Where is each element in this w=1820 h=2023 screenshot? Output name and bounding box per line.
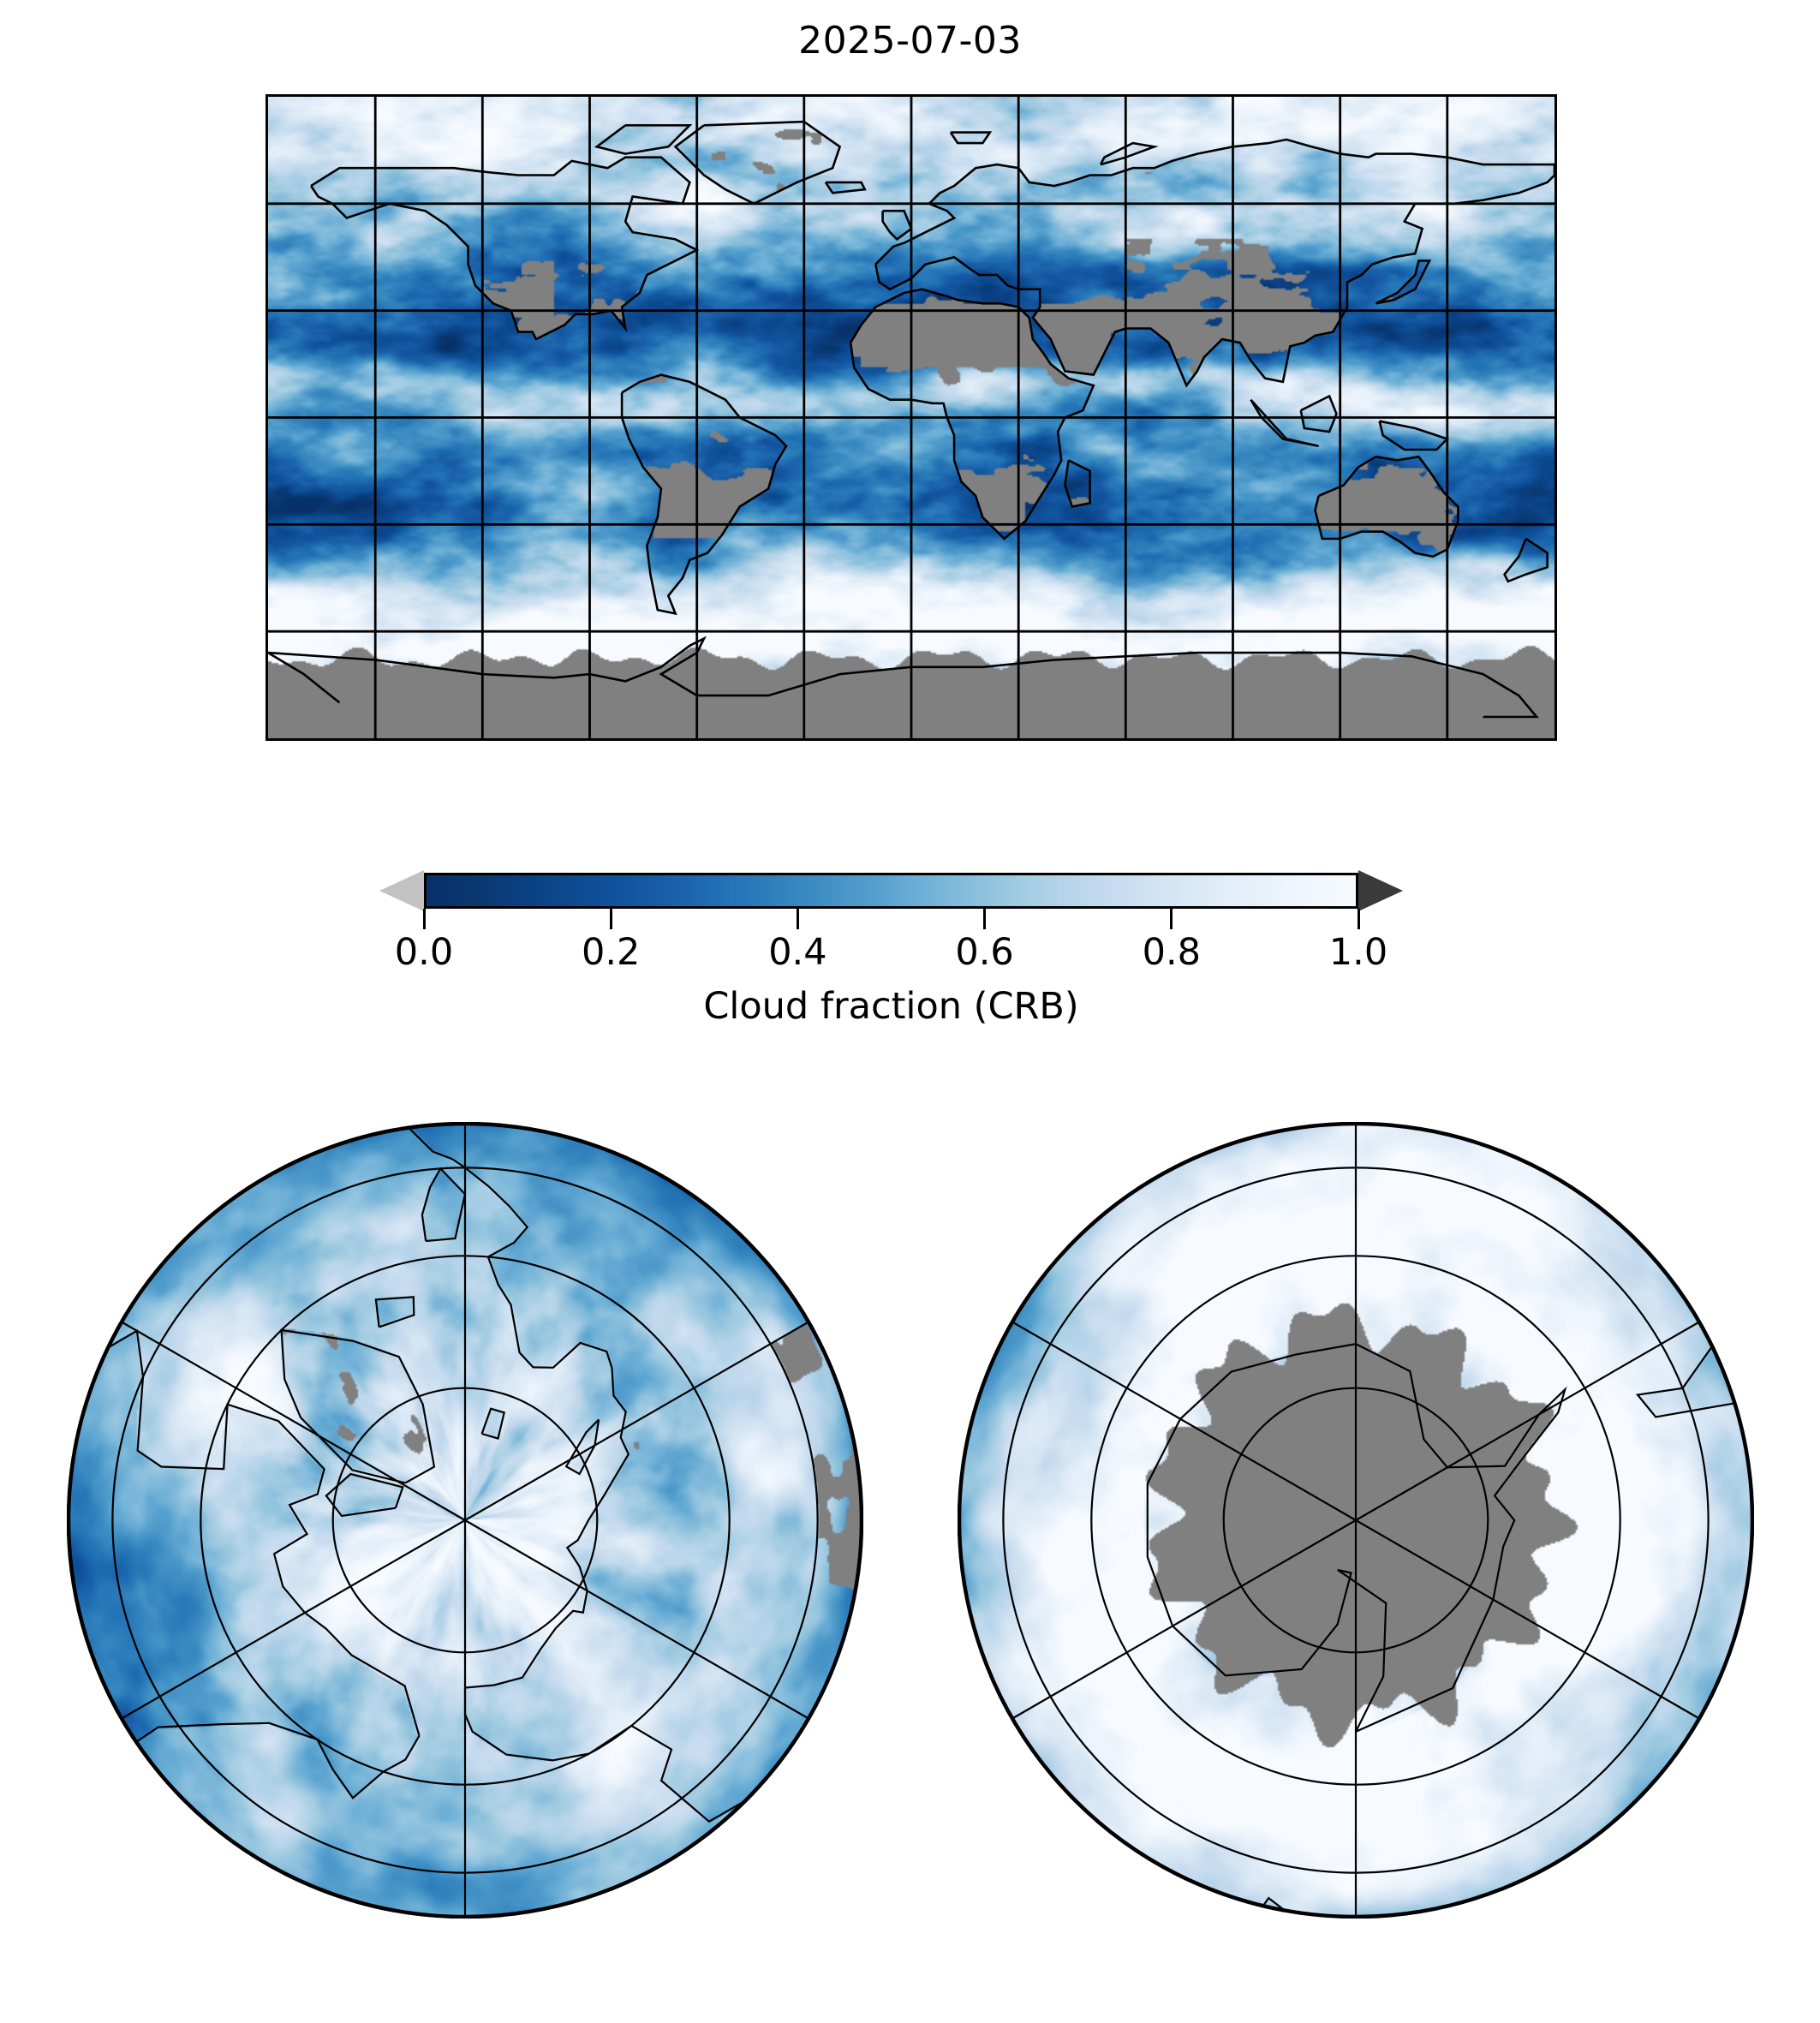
south-polar-map-axes[interactable] bbox=[958, 1122, 1754, 1919]
north-polar-map-axes[interactable] bbox=[67, 1122, 863, 1919]
colorbar-ticklabel-1.0: 1.0 bbox=[1328, 931, 1388, 974]
colorbar-tick-0.2 bbox=[609, 909, 612, 929]
colorbar-ticklabel-0.6: 0.6 bbox=[955, 931, 1014, 974]
colorbar-tick-0.8 bbox=[1170, 909, 1173, 929]
colorbar-ticklabel-0.0: 0.0 bbox=[394, 931, 454, 974]
colorbar-ticklabel-0.2: 0.2 bbox=[581, 931, 641, 974]
north-polar-cloud-fraction-raster bbox=[67, 1122, 863, 1919]
colorbar-under-arrow bbox=[379, 870, 424, 911]
colorbar-ticklabel-0.4: 0.4 bbox=[768, 931, 827, 974]
colorbar-over-arrow bbox=[1358, 870, 1403, 911]
colorbar-gradient bbox=[427, 875, 1356, 906]
page-title: 2025-07-03 bbox=[798, 19, 1022, 63]
colorbar-tick-0.4 bbox=[796, 909, 799, 929]
colorbar-ticklabel-0.8: 0.8 bbox=[1142, 931, 1201, 974]
colorbar[interactable]: 0.0 0.2 0.4 0.6 0.8 1.0 Cloud fraction (CRB) bbox=[376, 868, 1406, 1025]
global-cloud-fraction-raster bbox=[268, 97, 1554, 738]
colorbar-tick-0.0 bbox=[422, 909, 426, 929]
colorbar-tick-0.6 bbox=[983, 909, 987, 929]
global-map-axes[interactable] bbox=[266, 94, 1557, 741]
colorbar-band bbox=[424, 873, 1358, 909]
colorbar-tick-1.0 bbox=[1357, 909, 1360, 929]
colorbar-axis-label: Cloud fraction (CRB) bbox=[703, 985, 1079, 1028]
south-polar-cloud-fraction-raster bbox=[958, 1122, 1754, 1919]
